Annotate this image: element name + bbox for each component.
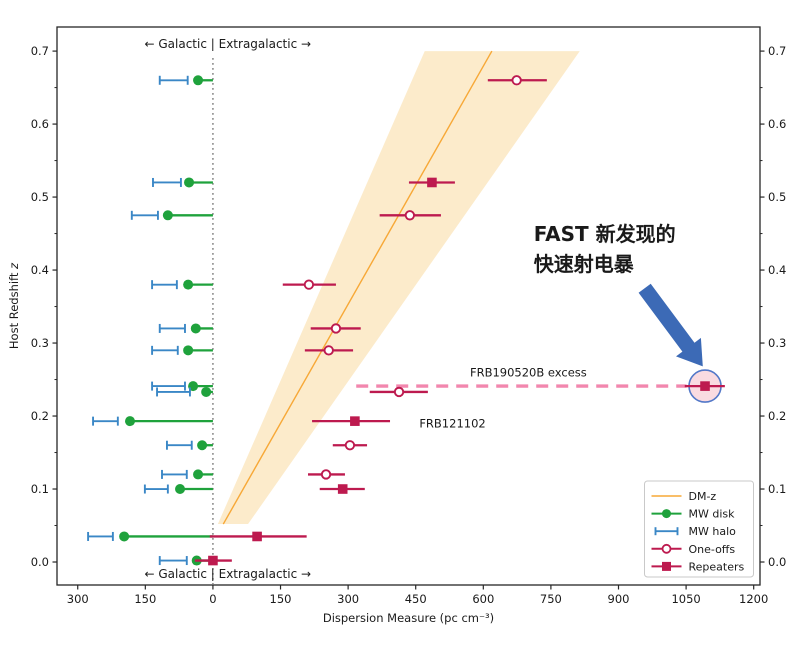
y-tick-label-right: 0.7 xyxy=(768,44,786,58)
y-tick-label-left: 0.3 xyxy=(31,336,49,350)
x-tick-label: 900 xyxy=(608,592,630,606)
legend-entry-line: DM-z xyxy=(651,490,717,503)
one-off-swatch-circle xyxy=(661,543,672,554)
frb-row-7 xyxy=(156,386,428,398)
frb-row-9 xyxy=(166,440,368,451)
frb-row-5 xyxy=(151,345,354,356)
fast-discovery-label: 快速射电暴 xyxy=(534,252,635,276)
y-tick-label-right: 0.6 xyxy=(768,117,786,131)
mw-disk-dot xyxy=(183,345,194,356)
x-tick-label: 1050 xyxy=(671,592,700,606)
x-tick-label: 450 xyxy=(405,592,427,606)
x-tick-label: 300 xyxy=(67,592,89,606)
mw-disk-dot xyxy=(162,210,173,221)
one-off-marker xyxy=(323,345,334,356)
x-tick-label: 150 xyxy=(270,592,292,606)
legend-entry-one-off: One-offs xyxy=(651,543,736,556)
y-tick-label-right: 0.5 xyxy=(768,190,786,204)
one-off-marker xyxy=(303,279,315,290)
y-tick-label-right: 0.0 xyxy=(768,555,786,569)
y-tick-label-right: 0.4 xyxy=(768,263,786,277)
frb-row-2 xyxy=(130,210,441,221)
dm-z-uncertainty-band xyxy=(217,51,580,525)
legend-label: One-offs xyxy=(689,543,736,556)
frb-row-frb121102 xyxy=(92,416,391,427)
mw-disk-dot xyxy=(125,416,136,427)
repeater-swatch-square xyxy=(662,561,671,571)
one-off-marker xyxy=(330,323,342,334)
x-tick-label: 1200 xyxy=(739,592,768,606)
mw-disk-dot xyxy=(183,279,194,290)
y-tick-label-right: 0.3 xyxy=(768,336,786,350)
frb-row-3 xyxy=(151,279,336,290)
mw-disk-dot xyxy=(190,323,201,334)
mw-disk-dot xyxy=(119,531,130,542)
frb-row-10 xyxy=(161,469,345,480)
mw-disk-dot xyxy=(193,75,204,86)
frb-row-12 xyxy=(87,531,307,542)
y-tick-label-left: 0.5 xyxy=(31,190,49,204)
y-tick-label-left: 0.1 xyxy=(31,482,49,496)
one-off-marker xyxy=(320,469,332,480)
frb-row-1 xyxy=(152,177,455,188)
legend-box xyxy=(644,480,754,578)
repeater-marker xyxy=(337,484,348,494)
legend-entry-halo: MW halo xyxy=(654,525,737,538)
legend-label: DM-z xyxy=(689,490,717,503)
frb-row-13 xyxy=(158,555,232,566)
legend-entry-disk: MW disk xyxy=(651,508,736,521)
frb-row-11 xyxy=(143,484,365,495)
y-tick-label-left: 0.7 xyxy=(31,44,49,58)
x-tick-label: 300 xyxy=(337,592,359,606)
dm-z-line xyxy=(222,50,493,525)
frb121102-label: FRB121102 xyxy=(419,416,485,430)
repeater-marker xyxy=(252,531,262,542)
repeater-marker xyxy=(700,381,710,391)
legend-label: MW disk xyxy=(689,508,736,521)
mw-disk-dot xyxy=(197,440,208,451)
y-tick-label-right: 0.1 xyxy=(768,482,786,496)
y-axis-label: Host Redshift z xyxy=(7,262,21,349)
x-axis-label: Dispersion Measure (pc cm⁻³) xyxy=(323,611,494,625)
one-off-marker xyxy=(393,386,405,398)
y-tick-label-left: 0.0 xyxy=(31,555,49,569)
mw-disk-dot xyxy=(201,386,212,397)
mw-disk-dot xyxy=(184,177,195,188)
pointer-arrow xyxy=(638,283,703,367)
repeater-marker xyxy=(350,416,360,426)
y-tick-label-left: 0.2 xyxy=(31,409,49,423)
fast-discovery-label: FAST 新发现的 xyxy=(534,222,676,246)
one-off-marker xyxy=(511,75,522,86)
x-tick-label: 0 xyxy=(209,592,216,606)
x-tick-label: 750 xyxy=(540,592,562,606)
y-tick-label-left: 0.4 xyxy=(31,263,49,277)
x-tick-label: 150 xyxy=(134,592,156,606)
x-tick-label: 600 xyxy=(472,592,494,606)
legend: DM-z MW disk MW halo One-offs Repeaters xyxy=(644,480,754,578)
repeater-marker xyxy=(208,555,218,566)
legend-entry-repeater: Repeaters xyxy=(651,560,745,573)
frb-row-4 xyxy=(158,323,361,334)
plot-border xyxy=(56,26,761,586)
mw-disk-dot xyxy=(175,484,186,495)
y-tick-label-left: 0.6 xyxy=(31,117,49,131)
mw-disk-swatch-dot xyxy=(662,509,671,519)
legend-label: MW halo xyxy=(689,525,737,538)
zone-label-top: ← Galactic | Extragalactic → xyxy=(145,37,312,51)
zone-label-bottom: ← Galactic | Extragalactic → xyxy=(145,567,312,581)
mw-disk-dot xyxy=(193,469,204,480)
repeater-marker xyxy=(427,177,437,188)
one-off-marker xyxy=(404,210,416,221)
legend-label: Repeaters xyxy=(689,560,745,573)
frb-row-0 xyxy=(158,75,547,86)
y-tick-label-right: 0.2 xyxy=(768,409,786,423)
one-off-marker xyxy=(344,440,356,451)
excess-label: FRB190520B excess xyxy=(470,366,587,380)
